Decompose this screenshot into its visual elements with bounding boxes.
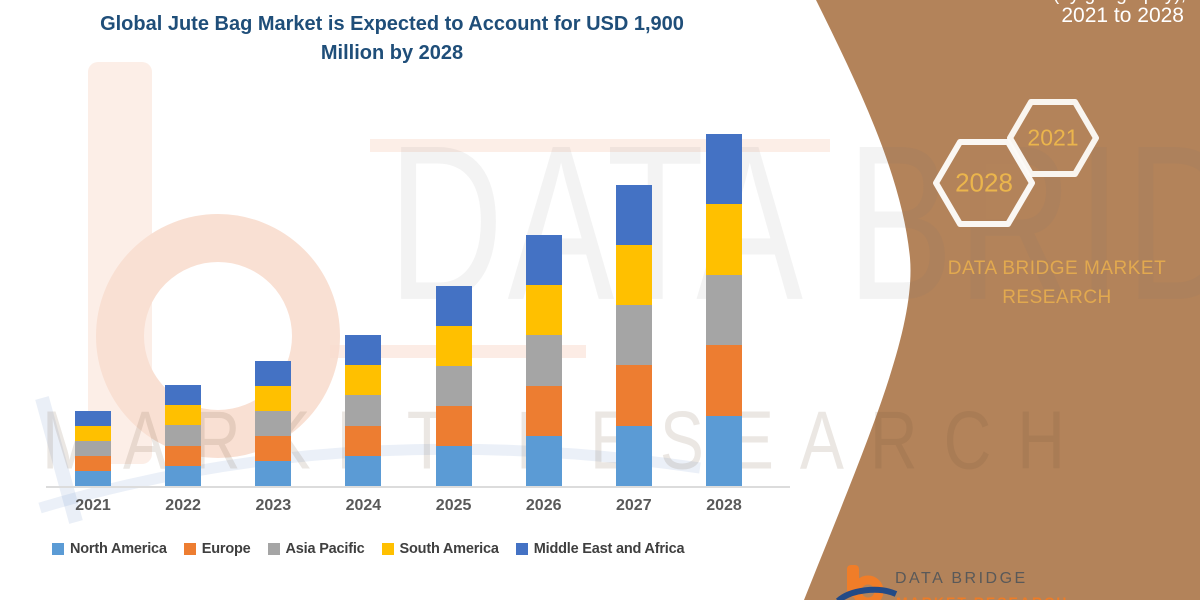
bar-2025 <box>435 285 472 486</box>
bar-2021 <box>75 411 111 486</box>
segment-asia-pacific-2025 <box>435 365 472 406</box>
segment-middle-east-and-africa-2026 <box>525 235 562 286</box>
segment-middle-east-and-africa-2023 <box>255 360 292 386</box>
legend-swatch-south-america <box>381 543 394 555</box>
segment-south-america-2027 <box>615 245 652 306</box>
x-axis-label-2023: 2023 <box>255 497 292 514</box>
segment-europe-2025 <box>435 405 472 446</box>
segment-south-america-2028 <box>706 204 742 275</box>
legend-item-south-america: South America <box>381 541 499 557</box>
segment-europe-2022 <box>165 445 202 466</box>
segment-middle-east-and-africa-2021 <box>75 411 111 426</box>
segment-north-america-2025 <box>435 445 472 486</box>
sidebar-brand-text: DATA BRIDGE MARKET RESEARCH <box>947 258 1167 308</box>
x-axis-label-2024: 2024 <box>345 497 382 514</box>
segment-north-america-2024 <box>345 455 382 486</box>
legend-swatch-north-america <box>52 543 64 555</box>
segment-middle-east-and-africa-2022 <box>165 385 202 406</box>
segment-south-america-2021 <box>75 426 111 441</box>
segment-middle-east-and-africa-2025 <box>435 285 472 326</box>
legend-item-asia-pacific: Asia Pacific <box>267 541 365 557</box>
hexagon-2028-label: 2028 <box>955 167 1013 198</box>
dbmr-b-logo-small <box>835 565 898 600</box>
segment-north-america-2022 <box>165 465 202 486</box>
segment-south-america-2024 <box>345 365 382 396</box>
bar-2023 <box>255 360 292 486</box>
legend-item-north-america: North America <box>52 541 167 557</box>
legend-swatch-asia-pacific <box>267 543 280 555</box>
segment-europe-2023 <box>255 435 292 461</box>
legend-label-europe: Europe <box>201 541 251 557</box>
sidebar-period-label: 2021 to 2028 <box>1061 4 1184 27</box>
segment-asia-pacific-2022 <box>165 425 202 446</box>
footer-brand-text: DATA BRIDGE <box>895 570 1028 587</box>
segment-north-america-2027 <box>615 425 652 486</box>
segment-europe-2028 <box>706 345 742 416</box>
bar-2027 <box>615 184 652 486</box>
segment-asia-pacific-2024 <box>345 395 382 426</box>
segment-europe-2026 <box>525 385 562 436</box>
segment-asia-pacific-2023 <box>255 410 292 436</box>
segment-europe-2024 <box>345 425 382 456</box>
segment-north-america-2028 <box>706 415 742 486</box>
legend-label-north-america: North America <box>70 541 167 557</box>
segment-south-america-2025 <box>435 325 472 366</box>
segment-north-america-2023 <box>255 460 292 486</box>
segment-europe-2027 <box>615 365 652 426</box>
hexagon-2021-label: 2021 <box>1027 124 1079 151</box>
segment-asia-pacific-2026 <box>525 335 562 386</box>
legend-label-middle-east-and-africa: Middle East and Africa <box>533 541 685 557</box>
x-axis-label-2028: 2028 <box>706 497 742 514</box>
chart-title-line1: Global Jute Bag Market is Expected to Ac… <box>100 13 684 35</box>
bar-2028 <box>706 134 742 486</box>
legend-swatch-europe <box>183 543 196 555</box>
legend-item-middle-east-and-africa: Middle East and Africa <box>515 541 685 557</box>
chart-title: Global Jute Bag Market is Expected to Ac… <box>40 10 744 68</box>
legend-label-south-america: South America <box>399 541 499 557</box>
bar-2026 <box>525 235 562 486</box>
x-axis-label-2026: 2026 <box>525 497 562 514</box>
segment-asia-pacific-2028 <box>706 274 742 346</box>
x-axis-label-2027: 2027 <box>616 497 652 514</box>
bar-2022 <box>165 385 202 486</box>
segment-europe-2021 <box>75 456 111 471</box>
legend-item-europe: Europe <box>183 541 251 557</box>
segment-middle-east-and-africa-2027 <box>615 184 652 246</box>
segment-asia-pacific-2021 <box>75 441 111 456</box>
x-axis-label-2022: 2022 <box>165 497 201 514</box>
x-axis-label-2025: 2025 <box>435 497 472 514</box>
segment-north-america-2021 <box>75 471 111 486</box>
segment-south-america-2026 <box>525 285 562 336</box>
x-axis-line <box>46 486 790 488</box>
chart-title-line2: Million by 2028 <box>320 42 464 64</box>
bar-2024 <box>345 335 382 486</box>
sidebar-caption-clipped: (by geography), <box>1053 0 1186 6</box>
segment-asia-pacific-2027 <box>615 305 652 366</box>
x-axis-label-2021: 2021 <box>75 497 111 514</box>
segment-north-america-2026 <box>525 435 562 486</box>
legend-swatch-middle-east-and-africa <box>515 543 528 555</box>
segment-middle-east-and-africa-2024 <box>345 335 382 366</box>
segment-south-america-2022 <box>165 405 202 426</box>
legend: North America Europe Asia Pacific South Ame… <box>52 541 685 557</box>
segment-south-america-2023 <box>255 385 292 411</box>
legend-label-asia-pacific: Asia Pacific <box>285 541 365 557</box>
segment-middle-east-and-africa-2028 <box>706 134 742 205</box>
footer-brand-line2-clipped: MARKET RESEARCH <box>896 594 1068 600</box>
